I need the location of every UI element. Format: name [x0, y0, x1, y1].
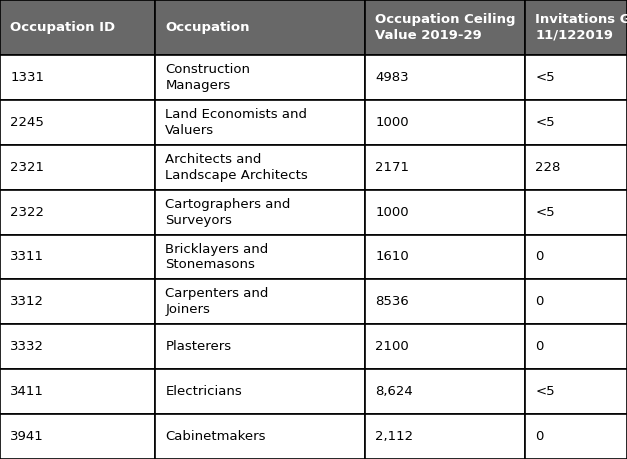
Text: 4983: 4983: [376, 71, 409, 84]
Bar: [0, 280, 155, 325]
Bar: [365, 0, 525, 55]
Bar: [0, 414, 155, 459]
Bar: [525, 414, 627, 459]
Bar: [525, 0, 627, 55]
Bar: [365, 325, 525, 369]
Text: Occupation: Occupation: [166, 21, 250, 34]
Bar: [365, 414, 525, 459]
Bar: [0, 369, 155, 414]
Text: Construction
Managers: Construction Managers: [166, 63, 250, 92]
Text: 2100: 2100: [376, 340, 409, 353]
Text: 3941: 3941: [10, 430, 44, 443]
Text: Plasterers: Plasterers: [166, 340, 231, 353]
Bar: [0, 325, 155, 369]
Bar: [0, 190, 155, 235]
Bar: [155, 325, 365, 369]
Text: Cartographers and
Surveyors: Cartographers and Surveyors: [166, 198, 291, 227]
Text: Occupation ID: Occupation ID: [10, 21, 115, 34]
Text: 2245: 2245: [10, 116, 44, 129]
Bar: [525, 190, 627, 235]
Text: <5: <5: [535, 116, 555, 129]
Text: Bricklayers and
Stonemasons: Bricklayers and Stonemasons: [166, 242, 268, 272]
Bar: [525, 369, 627, 414]
Text: 0: 0: [535, 251, 544, 263]
Text: 3332: 3332: [10, 340, 45, 353]
Bar: [365, 235, 525, 280]
Text: 2,112: 2,112: [376, 430, 413, 443]
Text: 1000: 1000: [376, 116, 409, 129]
Text: 1000: 1000: [376, 206, 409, 218]
Text: Carpenters and
Joiners: Carpenters and Joiners: [166, 287, 268, 316]
Bar: [0, 100, 155, 145]
Text: 8,624: 8,624: [376, 385, 413, 398]
Bar: [155, 369, 365, 414]
Text: 228: 228: [535, 161, 561, 174]
Bar: [155, 280, 365, 325]
Text: Cabinetmakers: Cabinetmakers: [166, 430, 266, 443]
Bar: [155, 100, 365, 145]
Bar: [365, 369, 525, 414]
Bar: [155, 190, 365, 235]
Text: <5: <5: [535, 385, 555, 398]
Bar: [155, 145, 365, 190]
Bar: [525, 325, 627, 369]
Text: <5: <5: [535, 71, 555, 84]
Bar: [365, 280, 525, 325]
Bar: [0, 235, 155, 280]
Text: 0: 0: [535, 430, 544, 443]
Text: 0: 0: [535, 296, 544, 308]
Text: 2322: 2322: [10, 206, 45, 218]
Text: Architects and
Landscape Architects: Architects and Landscape Architects: [166, 153, 308, 182]
Text: 2321: 2321: [10, 161, 45, 174]
Bar: [365, 145, 525, 190]
Text: 0: 0: [535, 340, 544, 353]
Text: Invitations Granted
11/122019: Invitations Granted 11/122019: [535, 13, 627, 42]
Bar: [365, 190, 525, 235]
Bar: [365, 100, 525, 145]
Text: 3312: 3312: [10, 296, 45, 308]
Bar: [525, 145, 627, 190]
Bar: [525, 100, 627, 145]
Text: <5: <5: [535, 206, 555, 218]
Bar: [365, 55, 525, 100]
Text: Occupation Ceiling
Value 2019-29: Occupation Ceiling Value 2019-29: [376, 13, 516, 42]
Text: 8536: 8536: [376, 296, 409, 308]
Bar: [0, 145, 155, 190]
Text: 3311: 3311: [10, 251, 45, 263]
Text: 1610: 1610: [376, 251, 409, 263]
Text: 1331: 1331: [10, 71, 45, 84]
Text: 2171: 2171: [376, 161, 409, 174]
Text: Land Economists and
Valuers: Land Economists and Valuers: [166, 108, 307, 137]
Text: Electricians: Electricians: [166, 385, 242, 398]
Text: 3411: 3411: [10, 385, 44, 398]
Bar: [0, 55, 155, 100]
Bar: [155, 55, 365, 100]
Bar: [0, 0, 155, 55]
Bar: [525, 55, 627, 100]
Bar: [155, 235, 365, 280]
Bar: [525, 235, 627, 280]
Bar: [155, 0, 365, 55]
Bar: [525, 280, 627, 325]
Bar: [155, 414, 365, 459]
